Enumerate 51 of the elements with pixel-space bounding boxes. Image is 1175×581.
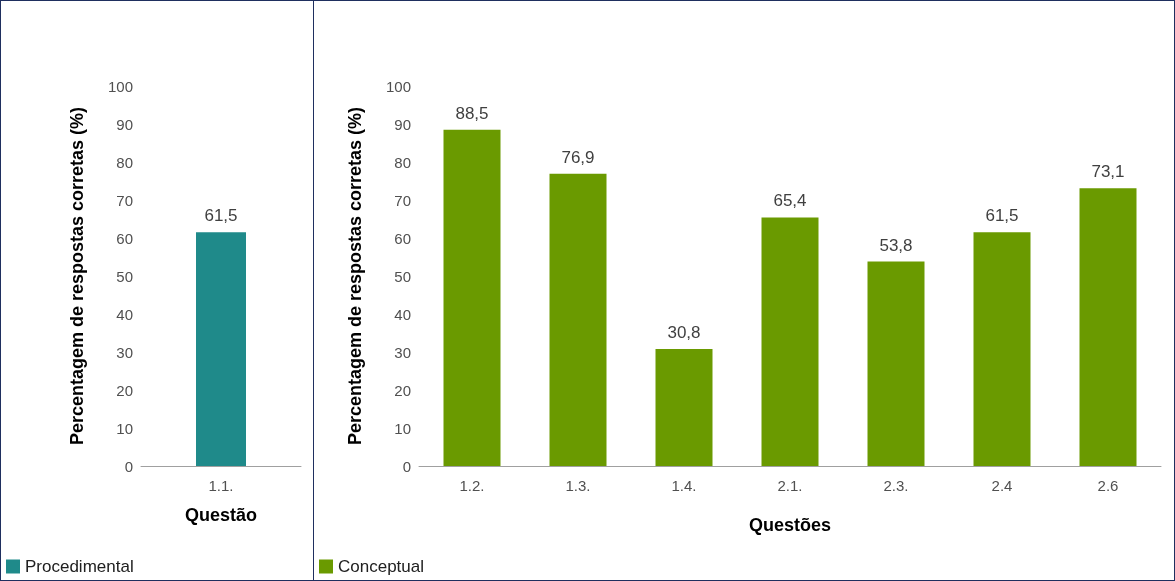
y-tick-label: 50 [394,267,411,285]
x-tick-label: 2.1. [777,477,803,494]
data-label: 61,5 [204,206,238,226]
y-tick-label: 20 [116,381,133,399]
y-tick-label: 70 [394,191,411,209]
y-tick-label: 10 [116,419,133,437]
y-tick-label: 40 [394,305,411,323]
y-tick-label: 60 [394,229,411,247]
y-tick-label: 60 [116,229,133,247]
x-tick-label: 1.1. [208,477,234,494]
data-label: 65,4 [773,191,807,211]
y-axis-title: Percentagem de respostas corretas (%) [67,106,87,446]
x-axis-title: Questão [184,505,258,525]
y-tick-label: 0 [402,457,411,475]
x-tick-label: 2.4 [991,477,1013,494]
y-tick-label: 90 [394,115,411,133]
y-tick-label: 90 [116,115,133,133]
x-tick-label: 1.3. [565,477,591,494]
x-tick-label: 1.2. [459,477,485,494]
bar [973,232,1031,466]
y-tick-label: 70 [116,191,133,209]
data-label: 30,8 [667,322,701,342]
y-tick-label: 80 [116,153,133,171]
y-tick-label: 30 [116,343,133,361]
y-tick-label: 30 [394,343,411,361]
bar [1079,188,1137,466]
y-tick-label: 100 [385,77,411,95]
bar [867,261,925,466]
bar [761,217,819,466]
y-tick-label: 80 [394,153,411,171]
x-tick-label: 1.4. [671,477,697,494]
data-label: 88,5 [455,103,489,123]
y-tick-label: 50 [116,267,133,285]
y-tick-label: 100 [107,77,133,95]
x-tick-label: 2.3. [883,477,909,494]
bar [549,173,607,466]
y-tick-label: 0 [124,457,133,475]
data-label: 76,9 [561,147,595,167]
legend-label: Procedimental [25,557,134,576]
bar [443,129,501,466]
data-label: 61,5 [985,206,1019,226]
bar [655,348,713,466]
y-tick-label: 40 [116,305,133,323]
x-axis-title: Questões [748,515,832,535]
data-label: 53,8 [879,235,913,255]
y-tick-label: 10 [394,419,411,437]
legend-label: Conceptual [338,557,425,576]
y-axis-title: Percentagem de respostas corretas (%) [345,106,365,446]
x-tick-label: 2.6 [1097,477,1119,494]
y-tick-label: 20 [394,381,411,399]
data-label: 73,1 [1091,162,1125,182]
